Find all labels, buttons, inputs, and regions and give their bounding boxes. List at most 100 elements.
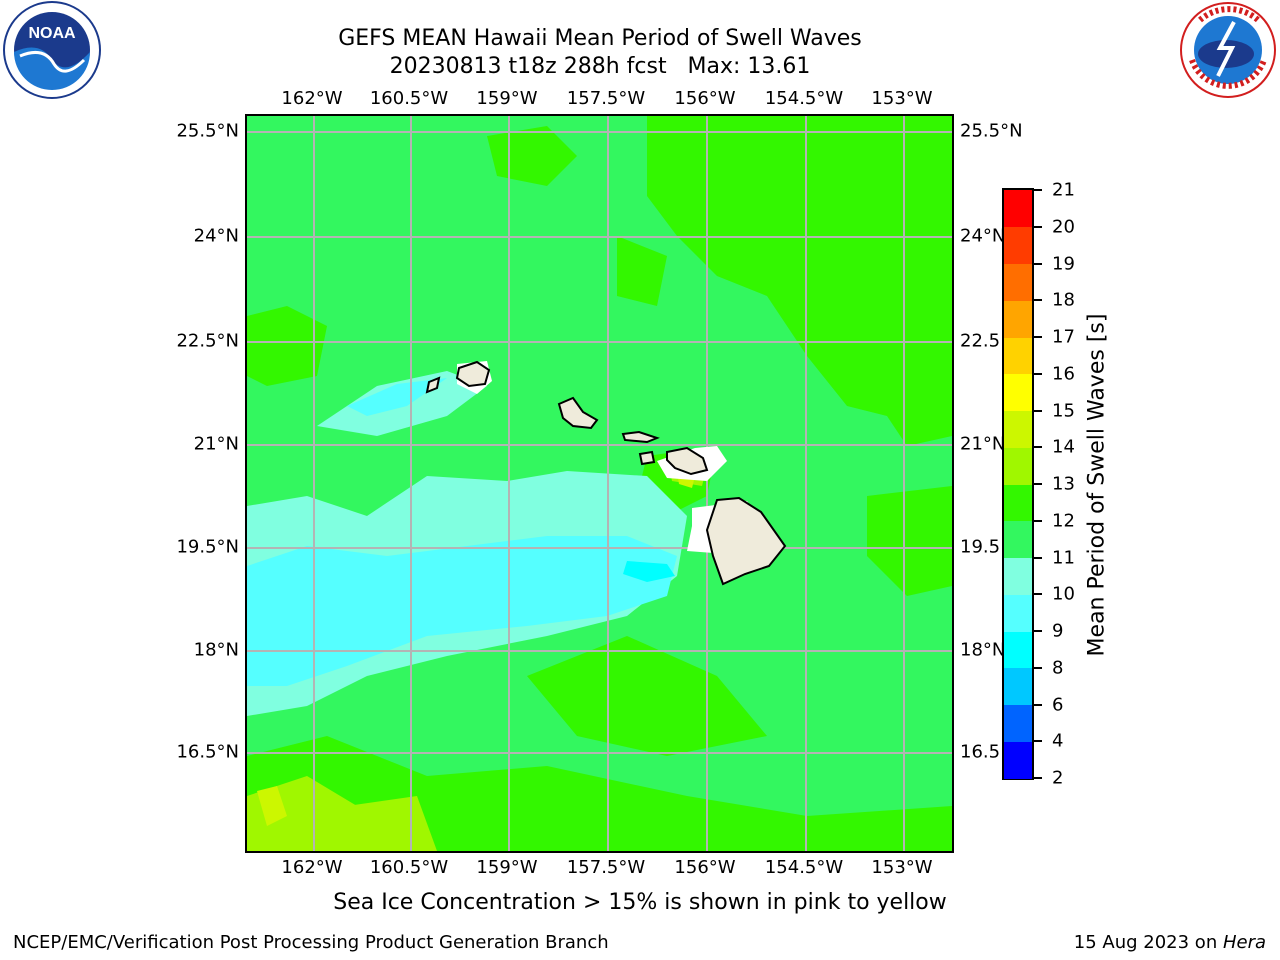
graticule <box>247 116 952 851</box>
colorbar-tick-mark <box>1034 519 1042 522</box>
map-panel <box>245 114 954 853</box>
nws-logo <box>1180 2 1276 98</box>
colorbar-tick-label: 13 <box>1052 473 1075 495</box>
lon-tick-top: 159°W <box>476 88 538 109</box>
colorbar-segment <box>1004 373 1032 411</box>
colorbar-tick-label: 10 <box>1052 583 1075 605</box>
colorbar-tick-mark <box>1034 777 1042 779</box>
swell-period-field <box>247 116 952 851</box>
islands <box>425 360 787 586</box>
sea-ice-note: Sea Ice Concentration > 15% is shown in … <box>333 890 947 915</box>
colorbar-tick-mark <box>1034 262 1042 265</box>
lat-tick-left: 19.5°N <box>176 536 239 558</box>
band-8-9s <box>247 378 677 686</box>
colorbar-tick-label: 2 <box>1052 767 1064 789</box>
colorbar <box>1002 188 1034 780</box>
lon-tick-bottom: 154.5°W <box>764 857 844 878</box>
lon-tick-bottom: 160.5°W <box>369 857 449 878</box>
colorbar-tick-label: 16 <box>1052 363 1075 385</box>
lon-tick-top: 153°W <box>871 88 933 109</box>
colorbar-tick-label: 8 <box>1052 657 1064 679</box>
colorbar-tick-label: 15 <box>1052 400 1075 421</box>
colorbar-tick-label: 21 <box>1052 179 1075 201</box>
colorbar-segment <box>1004 594 1032 632</box>
colorbar-segment <box>1004 741 1032 779</box>
colorbar-segment <box>1004 484 1032 522</box>
lon-tick-bottom: 156°W <box>674 857 736 878</box>
colorbar-segment <box>1004 667 1032 705</box>
island-molokai <box>621 430 660 444</box>
lat-tick-left: 16.5°N <box>176 741 239 763</box>
lon-tick-bottom: 157.5°W <box>566 857 646 878</box>
colorbar-segment <box>1004 704 1032 742</box>
colorbar-tick-mark <box>1034 630 1042 632</box>
lat-tick-left: 22.5°N <box>176 330 239 352</box>
colorbar-segment <box>1004 190 1032 228</box>
colorbar-tick-mark <box>1034 703 1042 706</box>
colorbar-segment <box>1004 337 1032 375</box>
colorbar-tick-mark <box>1034 299 1042 302</box>
lat-tick-left: 24°N <box>193 225 239 247</box>
footer-date: 15 Aug 2023 on Hera <box>1074 932 1266 953</box>
lon-tick-top: 162°W <box>281 88 343 109</box>
colorbar-segment <box>1004 557 1032 595</box>
colorbar-tick-mark <box>1034 666 1042 669</box>
lat-tick-right: 25.5°N <box>960 120 1023 142</box>
colorbar-tick-mark <box>1034 372 1042 375</box>
lon-tick-bottom: 162°W <box>281 857 343 878</box>
island-niihau <box>425 376 441 394</box>
colorbar-tick-label: 4 <box>1052 730 1064 752</box>
lon-tick-bottom: 159°W <box>476 857 538 878</box>
colorbar-tick-mark <box>1034 446 1042 449</box>
island-hawaii <box>705 496 787 586</box>
colorbar-tick-label: 14 <box>1052 436 1075 458</box>
footer-date-text: 15 Aug 2023 on <box>1073 932 1223 953</box>
colorbar-segment <box>1004 447 1032 485</box>
colorbar-segment <box>1004 263 1032 301</box>
lon-tick-top: 154.5°W <box>764 88 844 109</box>
colorbar-tick-mark <box>1034 740 1042 743</box>
colorbar-segment <box>1004 410 1032 448</box>
lat-tick-right: 21°N <box>960 433 1006 455</box>
lon-tick-top: 156°W <box>674 88 736 109</box>
colorbar-tick-mark <box>1034 189 1042 191</box>
noaa-logo: NOAA <box>3 1 101 99</box>
lon-tick-top: 160.5°W <box>369 88 449 109</box>
chart-subtitle: 20230813 t18z 288h fcst Max: 13.61 <box>389 54 811 79</box>
lat-tick-right: 22.5 <box>960 330 1001 352</box>
colorbar-tick-label: 20 <box>1052 216 1075 238</box>
colorbar-tick-label: 9 <box>1052 620 1064 642</box>
lat-tick-right: 19.5 <box>960 536 1001 558</box>
colorbar-title: Mean Period of Swell Waves [s] <box>1084 313 1110 657</box>
colorbar-tick-label: 18 <box>1052 289 1075 311</box>
lat-tick-right: 16.5 <box>960 741 1001 763</box>
lat-tick-right: 18°N <box>960 639 1006 661</box>
island-kauai <box>455 360 491 388</box>
band-6-8s <box>623 561 675 582</box>
colorbar-tick-mark <box>1034 409 1042 412</box>
colorbar-tick-label: 11 <box>1052 547 1075 568</box>
colorbar-tick-mark <box>1034 483 1042 485</box>
colorbar-tick-mark <box>1034 593 1042 596</box>
colorbar-segment <box>1004 300 1032 338</box>
lon-tick-bottom: 153°W <box>871 857 933 878</box>
island-oahu <box>557 396 599 430</box>
colorbar-tick-label: 12 <box>1052 510 1075 532</box>
colorbar-segment <box>1004 631 1032 669</box>
colorbar-tick-mark <box>1034 225 1042 228</box>
lat-tick-left: 18°N <box>193 639 239 661</box>
lat-tick-right: 24°N <box>960 225 1006 247</box>
colorbar-segment <box>1004 226 1032 264</box>
colorbar-tick-mark <box>1034 556 1042 559</box>
chart-title: GEFS MEAN Hawaii Mean Period of Swell Wa… <box>338 26 862 51</box>
colorbar-segment <box>1004 520 1032 558</box>
footer-branch: NCEP/EMC/Verification Post Processing Pr… <box>13 932 609 953</box>
footer-host: Hera <box>1222 932 1266 953</box>
colorbar-tick-label: 6 <box>1052 694 1064 715</box>
lat-tick-left: 21°N <box>193 433 239 455</box>
island-lanai <box>638 450 656 466</box>
island-maui <box>666 446 709 476</box>
colorbar-tick-mark <box>1034 336 1042 338</box>
lat-tick-left: 25.5°N <box>176 120 239 142</box>
colorbar-tick-label: 17 <box>1052 326 1075 348</box>
